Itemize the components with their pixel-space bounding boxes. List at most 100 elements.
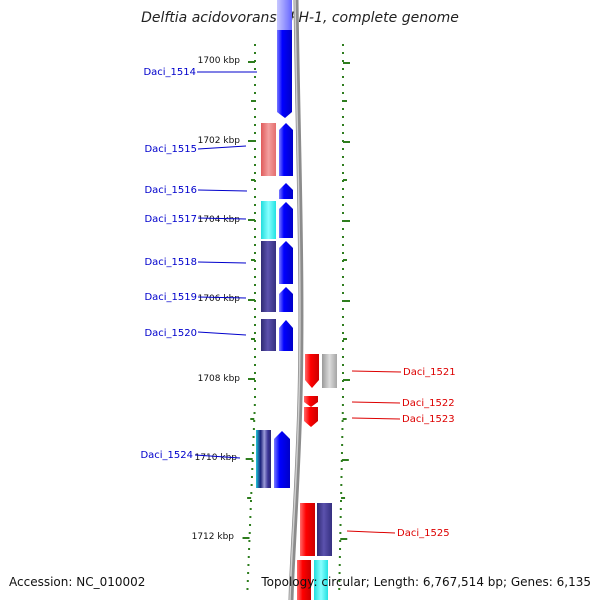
- gene-label-daci-1524[interactable]: Daci_1524: [140, 450, 193, 461]
- minor-tick: [342, 348, 344, 350]
- leader-line: [351, 401, 401, 404]
- gene-label-daci-1519[interactable]: Daci_1519: [144, 292, 197, 303]
- minor-tick: [341, 420, 344, 422]
- minor-tick: [254, 212, 256, 214]
- forward-strand-genes: [274, 30, 293, 488]
- gene-label-daci-1516[interactable]: Daci_1516: [144, 185, 197, 196]
- minor-tick: [342, 324, 344, 326]
- minor-tick: [340, 484, 343, 486]
- kbp-label: 1712 kbp: [192, 532, 235, 542]
- minor-tick: [248, 540, 251, 542]
- major-tick: [248, 140, 255, 142]
- leader-line: [346, 530, 396, 534]
- gene-label-daci-1520[interactable]: Daci_1520: [144, 328, 197, 339]
- minor-tick: [254, 44, 256, 46]
- minor-tick: [342, 196, 344, 198]
- gene-label-daci-1522[interactable]: Daci_1522: [402, 398, 455, 409]
- gene-arrow-bottom[interactable]: [297, 560, 311, 600]
- minor-tick: [254, 228, 256, 230]
- minor-tick: [254, 372, 256, 374]
- forward-features: [256, 123, 276, 488]
- gene-arrow-daci-1515[interactable]: [279, 123, 293, 176]
- gene-arrow-daci-1518[interactable]: [279, 241, 293, 284]
- major-tick: [340, 538, 348, 540]
- minor-tick: [342, 76, 344, 78]
- minor-tick: [340, 460, 343, 462]
- minor-tick: [342, 172, 344, 174]
- mid-tick: [342, 418, 347, 420]
- minor-tick: [249, 516, 252, 518]
- feature-1518[interactable]: [261, 241, 276, 312]
- leader-line: [197, 331, 247, 336]
- minor-tick: [254, 276, 256, 278]
- gene-arrow-daci-1522[interactable]: [304, 396, 318, 407]
- gene-arrow-daci-1520[interactable]: [279, 320, 293, 351]
- minor-tick: [251, 460, 254, 462]
- kbp-label: 1700 kbp: [198, 56, 241, 66]
- gene-label-daci-1525[interactable]: Daci_1525: [397, 528, 450, 539]
- feature-1515[interactable]: [261, 123, 276, 176]
- leader-line: [197, 145, 247, 150]
- gene-label-daci-1514[interactable]: Daci_1514: [143, 67, 196, 78]
- minor-tick: [339, 524, 342, 526]
- gene-arrow-daci-1524[interactable]: [274, 431, 290, 488]
- leader-line: [197, 261, 247, 264]
- minor-tick: [340, 452, 343, 454]
- minor-tick: [254, 284, 256, 286]
- feature-bottom[interactable]: [314, 560, 328, 600]
- left-tick-track: [242, 44, 256, 590]
- genome-title: Delftia acidovorans SPH-1, complete geno…: [141, 10, 459, 26]
- gene-arrow-daci-1519[interactable]: [279, 287, 293, 312]
- kbp-label: 1710 kbp: [195, 453, 238, 463]
- gene-label-daci-1523[interactable]: Daci_1523: [402, 414, 455, 425]
- gene-arrow-daci-1521[interactable]: [305, 354, 319, 388]
- feature-1521[interactable]: [322, 354, 337, 388]
- minor-tick: [341, 428, 344, 430]
- minor-tick: [254, 380, 256, 382]
- genome-summary: Topology: circular; Length: 6,767,514 bp…: [261, 575, 591, 589]
- minor-tick: [342, 68, 344, 70]
- feature-1517[interactable]: [261, 201, 276, 239]
- minor-tick: [340, 468, 343, 470]
- minor-tick: [342, 388, 344, 390]
- gene-arrow-daci-1514[interactable]: [277, 30, 292, 118]
- minor-tick: [249, 524, 252, 526]
- gene-label-daci-1521[interactable]: Daci_1521: [403, 367, 456, 378]
- mid-tick: [251, 338, 255, 340]
- minor-tick: [250, 500, 252, 502]
- minor-tick: [246, 588, 249, 590]
- gene-arrow-daci-1516[interactable]: [279, 183, 293, 199]
- minor-tick: [342, 52, 344, 54]
- minor-tick: [249, 508, 252, 510]
- gene-label-daci-1518[interactable]: Daci_1518: [144, 257, 197, 268]
- minor-tick: [254, 204, 256, 206]
- minor-tick: [342, 188, 344, 190]
- feature-1520[interactable]: [261, 319, 276, 351]
- reverse-strand-genes: [297, 354, 319, 600]
- mid-tick: [343, 179, 347, 181]
- gene-label-daci-1517[interactable]: Daci_1517: [144, 214, 197, 225]
- feature-1524[interactable]: [256, 430, 271, 488]
- minor-tick: [342, 116, 344, 118]
- minor-tick: [251, 452, 254, 454]
- mid-tick: [251, 259, 255, 261]
- leader-line: [351, 417, 401, 420]
- gene-arrow-daci-1523[interactable]: [304, 407, 318, 427]
- gene-arrow-daci-1525[interactable]: [300, 503, 315, 556]
- minor-tick: [254, 388, 256, 390]
- major-tick: [343, 220, 350, 222]
- reverse-features: [314, 354, 337, 600]
- feature-1525[interactable]: [317, 503, 332, 556]
- major-tick: [245, 458, 253, 460]
- minor-tick: [254, 188, 256, 190]
- reverse-gene-labels: Daci_1521 Daci_1522 Daci_1523 Daci_1525: [346, 367, 456, 539]
- mid-tick: [341, 497, 346, 499]
- gene-arrow-daci-1517[interactable]: [279, 202, 293, 238]
- minor-tick: [341, 412, 344, 414]
- minor-tick: [342, 44, 344, 46]
- minor-tick: [246, 580, 249, 582]
- minor-tick: [342, 356, 344, 358]
- gene-label-daci-1515[interactable]: Daci_1515: [144, 144, 197, 155]
- mid-tick: [250, 418, 255, 420]
